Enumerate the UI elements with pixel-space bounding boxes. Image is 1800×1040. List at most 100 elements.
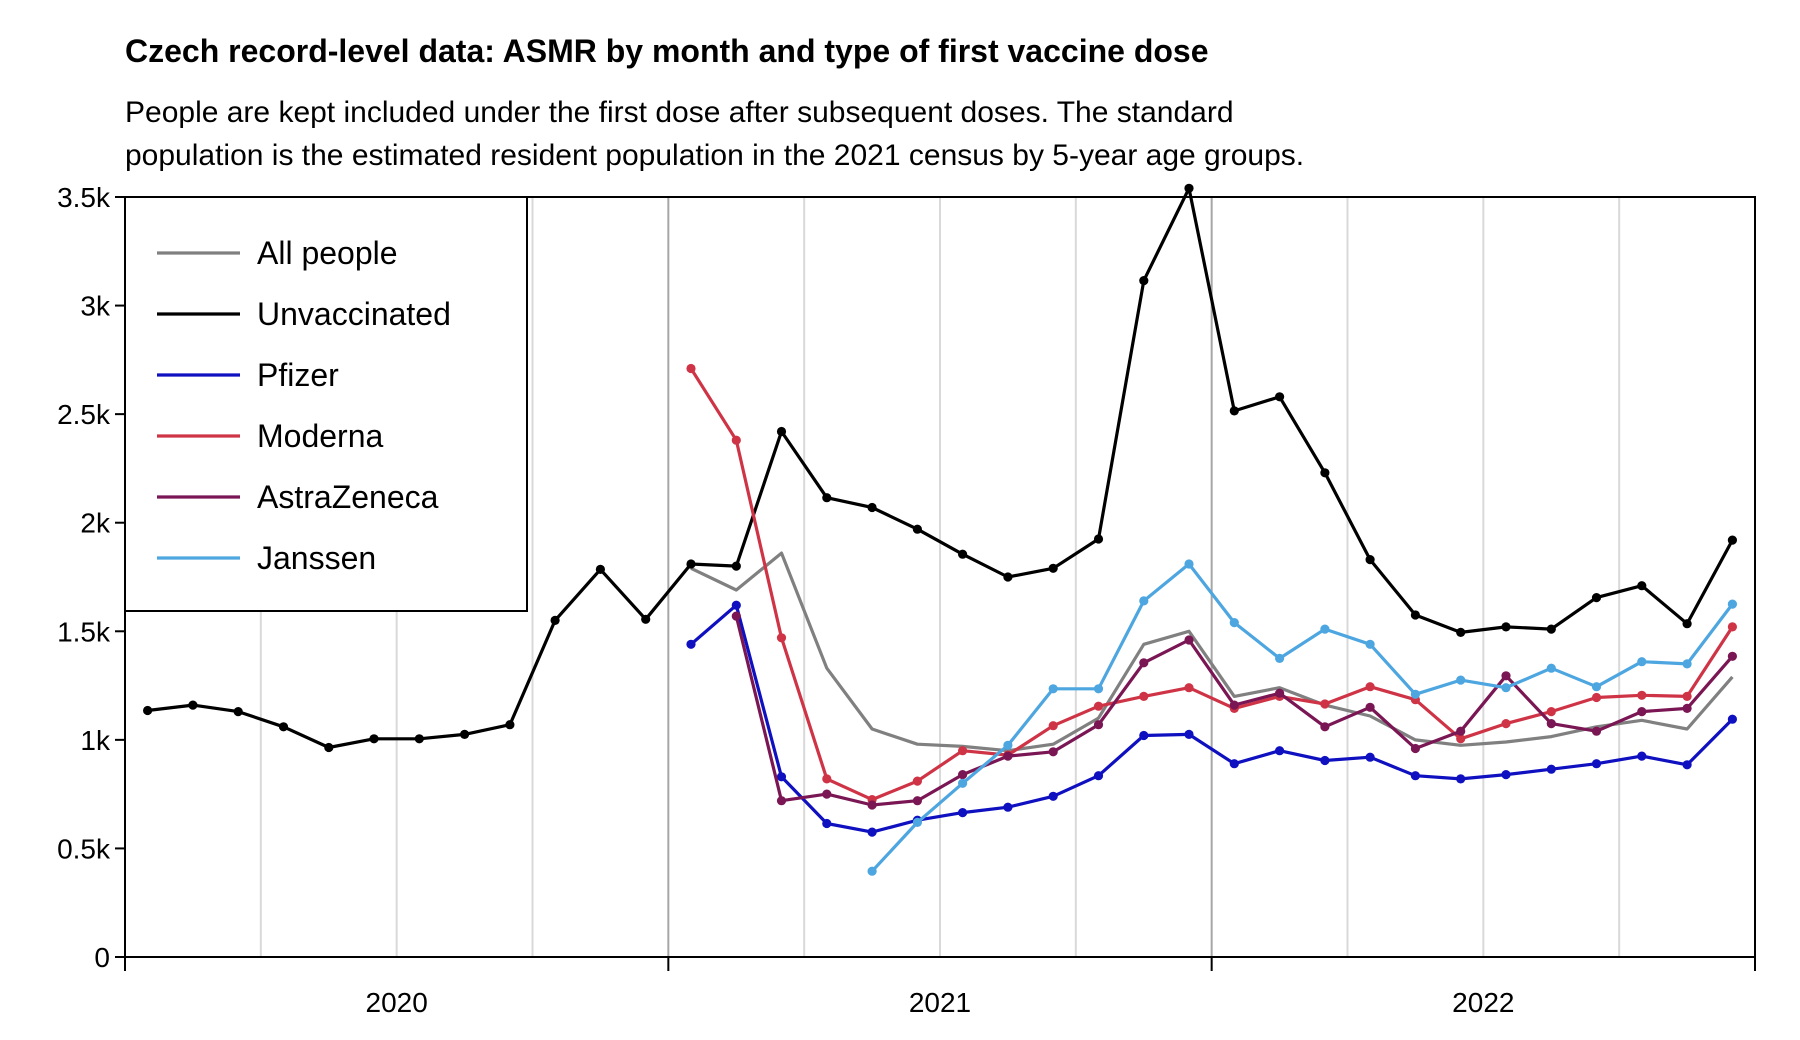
data-point: [1365, 702, 1375, 712]
y-tick-label: 2k: [80, 508, 111, 539]
data-point: [324, 742, 334, 753]
data-point: [1546, 624, 1556, 634]
data-point: [1501, 683, 1511, 693]
data-point: [912, 796, 923, 806]
data-point: [1456, 627, 1466, 638]
data-point: [686, 363, 696, 374]
data-point: [1184, 183, 1194, 193]
data-point: [867, 800, 877, 810]
legend: All people Unvaccinated Pfizer Moderna Astra…: [124, 196, 528, 612]
data-point: [1093, 684, 1104, 694]
data-point: [188, 700, 198, 710]
data-point: [958, 549, 968, 559]
data-point: [1275, 688, 1285, 698]
data-point: [1048, 684, 1058, 694]
data-point: [912, 817, 923, 828]
data-point: [1139, 276, 1149, 286]
data-point: [1229, 759, 1239, 769]
series-line: [689, 367, 1734, 802]
data-point: [958, 770, 968, 780]
data-point: [1003, 572, 1013, 582]
x-tick-label: 2022: [1452, 987, 1514, 1018]
data-point: [731, 435, 741, 445]
axes: 0 0.5k 1k 1.5k 2k 2.5k 3k 3.5k 2020 2021 2022: [57, 182, 1756, 1018]
data-point: [731, 561, 741, 571]
x-tick-label: 2021: [909, 987, 971, 1018]
data-point: [1048, 563, 1058, 573]
data-point: [1320, 468, 1330, 478]
data-point: [686, 639, 696, 649]
data-point: [686, 559, 696, 569]
data-point: [505, 720, 515, 730]
data-point: [1456, 774, 1466, 784]
chart-title: Czech record-level data: ASMR by month a…: [125, 33, 1209, 69]
data-point: [1682, 760, 1692, 770]
data-point: [822, 818, 832, 829]
data-point: [414, 734, 424, 744]
y-tick-label: 0.5k: [57, 833, 111, 864]
data-point: [1093, 701, 1104, 711]
data-point: [1637, 751, 1647, 761]
y-tick-label: 1.5k: [57, 616, 111, 647]
data-point: [1093, 720, 1104, 730]
data-point: [1139, 596, 1149, 606]
legend-box: [124, 196, 528, 612]
data-point: [1184, 729, 1194, 740]
series-line: [689, 603, 1734, 834]
data-point: [1320, 755, 1330, 766]
data-point: [867, 866, 877, 876]
data-point: [1591, 759, 1602, 769]
legend-label: Moderna: [257, 418, 384, 454]
data-point: [1501, 770, 1511, 780]
data-point: [1229, 700, 1239, 710]
data-point: [1139, 691, 1149, 702]
data-point: [1410, 610, 1420, 620]
data-point: [1365, 682, 1375, 692]
data-point: [912, 524, 923, 534]
data-point: [1003, 751, 1013, 761]
data-point: [233, 707, 243, 717]
data-point: [1229, 406, 1239, 416]
data-point: [776, 772, 787, 782]
data-point: [369, 734, 379, 744]
data-point: [1637, 657, 1647, 667]
legend-label: Janssen: [257, 540, 376, 576]
data-point: [1501, 622, 1511, 632]
data-point: [1501, 719, 1511, 729]
data-point: [1637, 581, 1647, 591]
data-point: [1501, 671, 1511, 681]
data-point: [1637, 707, 1647, 717]
data-point: [1546, 719, 1556, 729]
data-point: [1591, 726, 1602, 736]
data-point: [958, 746, 968, 756]
data-point: [1139, 730, 1149, 741]
series-line: [690, 551, 1734, 753]
series-line: [147, 186, 1734, 750]
data-point: [641, 614, 651, 624]
data-point: [776, 633, 787, 643]
data-point: [958, 778, 968, 788]
data-point: [1410, 743, 1420, 754]
y-tick-label: 0: [94, 942, 110, 973]
data-point: [1139, 658, 1149, 668]
x-tick-label: 2020: [366, 987, 428, 1018]
data-point: [1365, 639, 1375, 649]
data-point: [1003, 802, 1013, 812]
data-point: [1727, 714, 1737, 724]
data-point: [1003, 740, 1013, 750]
data-point: [460, 729, 470, 740]
data-point: [1682, 703, 1692, 714]
data-point: [1637, 690, 1647, 700]
data-point: [1365, 555, 1375, 565]
data-point: [550, 615, 560, 626]
data-point: [1727, 651, 1737, 661]
data-point: [1456, 675, 1466, 685]
data-point: [1320, 722, 1330, 732]
data-point: [1727, 622, 1737, 632]
data-point: [1546, 663, 1556, 673]
y-tick-label: 3.5k: [57, 182, 111, 213]
data-point: [1048, 747, 1058, 757]
data-point: [1048, 791, 1058, 801]
data-point: [1275, 392, 1285, 402]
data-point: [1093, 771, 1104, 781]
